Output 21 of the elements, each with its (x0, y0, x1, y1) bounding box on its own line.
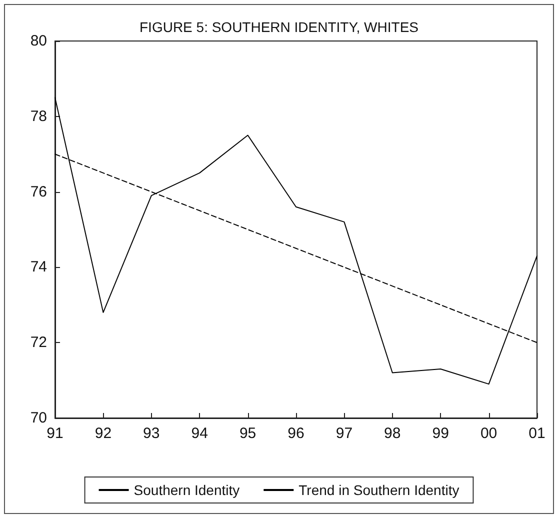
legend-label: Southern Identity (134, 482, 240, 498)
y-tick-label: 74 (30, 258, 47, 276)
y-tick-label: 70 (30, 410, 47, 426)
y-tick-label: 76 (30, 183, 47, 200)
x-tick-label: 94 (191, 425, 208, 442)
y-tick-label: 80 (30, 32, 47, 50)
line-series (54, 97, 538, 385)
x-tick-label: 96 (288, 425, 304, 442)
x-tick-label: 98 (384, 425, 401, 442)
x-tick-label: 92 (94, 425, 112, 442)
x-tick-label: 00 (480, 425, 498, 442)
x-tick-label: 97 (336, 425, 353, 442)
legend-label: Trend in Southern Identity (298, 482, 460, 498)
y-tick-label: 78 (30, 108, 47, 125)
x-tick-label: 91 (46, 425, 64, 442)
y-tick-label: 72 (30, 334, 47, 352)
x-tick-label: 95 (239, 425, 256, 442)
x-tick-label: 93 (143, 425, 160, 442)
chart-title: FIGURE 5: SOUTHERN IDENTITY, WHITES (140, 19, 418, 35)
x-tick-label: 99 (432, 425, 449, 442)
x-tick-label: 01 (528, 425, 546, 442)
